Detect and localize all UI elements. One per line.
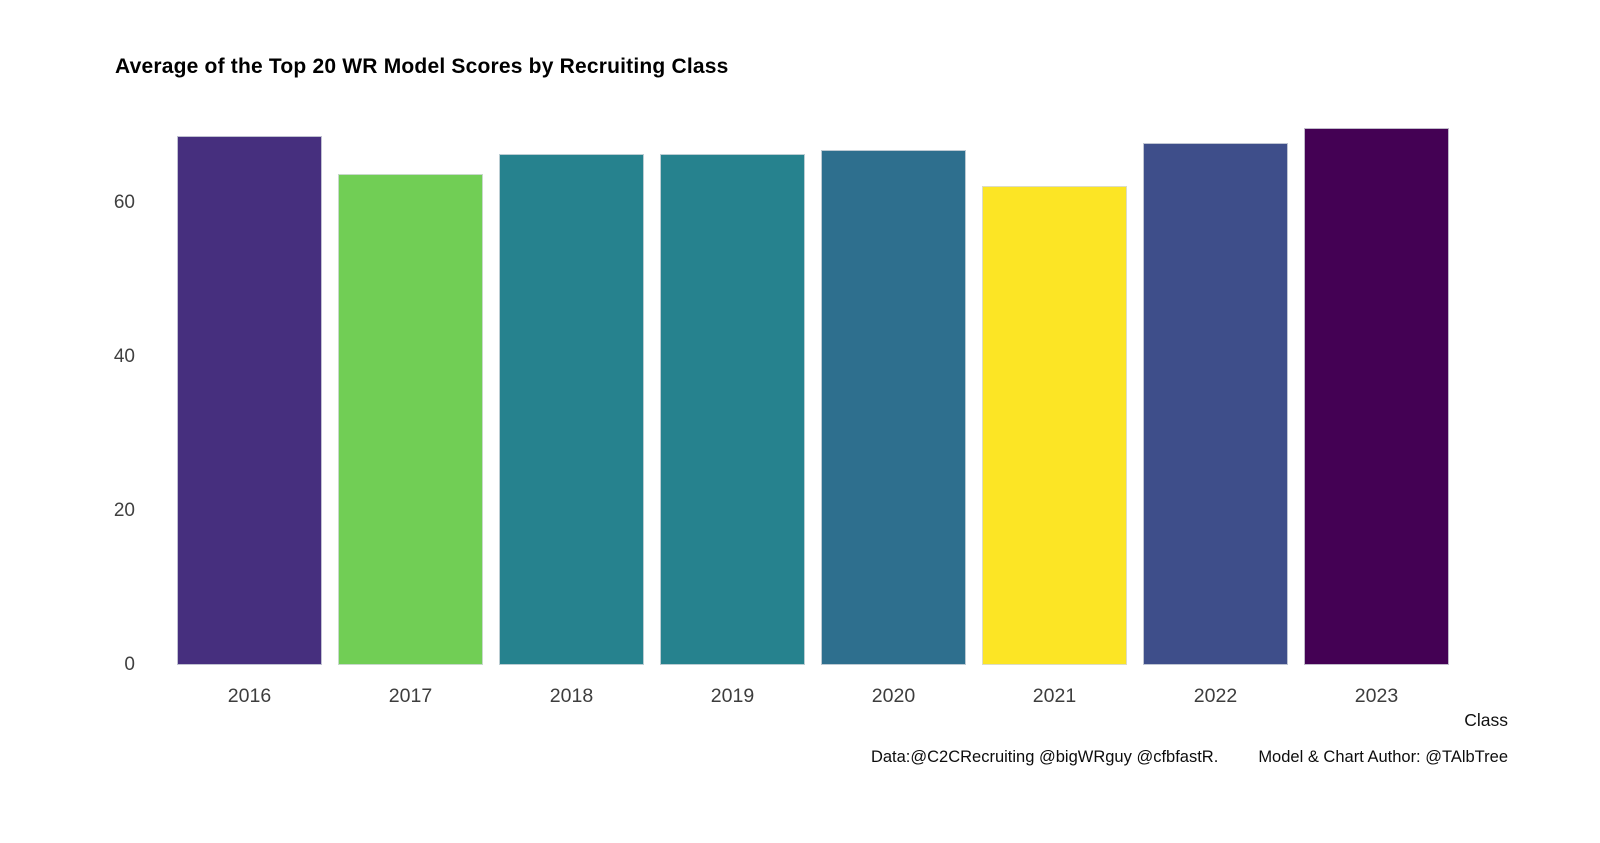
- bar-2022: [1143, 142, 1288, 665]
- x-axis-title: Class: [1464, 710, 1508, 730]
- y-tick-label-20: 20: [113, 500, 135, 521]
- x-tick-label-2017: 2017: [388, 685, 433, 707]
- bar-2017: [338, 173, 483, 665]
- x-tick-label-2023: 2023: [1354, 685, 1399, 707]
- bar-2021: [982, 186, 1127, 665]
- caption: Data:@C2CRecruiting @bigWRguy @cfbfastR.…: [871, 748, 1508, 767]
- chart-title: Average of the Top 20 WR Model Scores by…: [115, 55, 729, 78]
- y-tick-label-40: 40: [113, 346, 135, 367]
- x-tick-label-2019: 2019: [710, 685, 755, 707]
- x-tick-label-2020: 2020: [871, 685, 916, 707]
- y-tick-label-0: 0: [124, 654, 135, 675]
- bar-2020: [821, 149, 966, 665]
- caption-author-credit: Model & Chart Author: @TAlbTree: [1258, 748, 1508, 766]
- bar-2019: [660, 153, 805, 665]
- bar-2016: [177, 136, 322, 665]
- x-tick-label-2016: 2016: [227, 685, 272, 707]
- y-tick-label-60: 60: [113, 192, 135, 213]
- x-tick-label-2021: 2021: [1032, 685, 1077, 707]
- x-tick-label-2022: 2022: [1193, 685, 1238, 707]
- bar-2018: [499, 153, 644, 665]
- bar-2023: [1304, 128, 1449, 665]
- caption-data-credit: Data:@C2CRecruiting @bigWRguy @cfbfastR.: [870, 748, 1219, 766]
- x-tick-label-2018: 2018: [549, 685, 594, 707]
